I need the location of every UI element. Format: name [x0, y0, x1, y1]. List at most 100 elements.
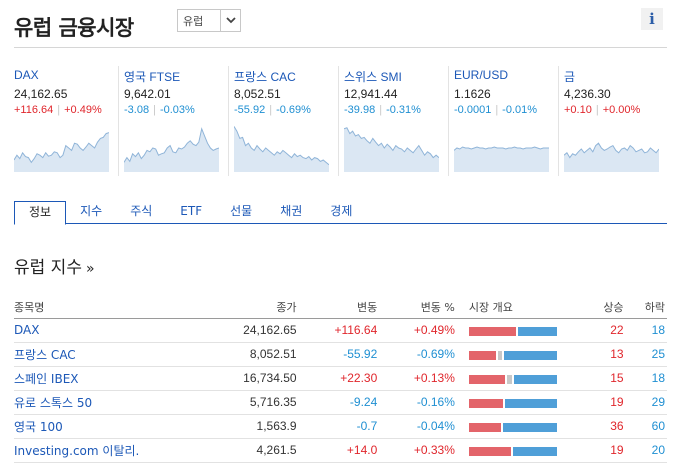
advances-count: 13	[565, 342, 626, 367]
advance-decline-bar	[468, 398, 557, 408]
bar-gap	[502, 350, 505, 360]
advance-segment	[468, 446, 511, 456]
ticker-name[interactable]: 스위스 SMI	[344, 70, 402, 84]
market-overview-cell	[456, 390, 566, 415]
index-change-pct: -0.16%	[379, 390, 457, 415]
ticker-name[interactable]: 금	[564, 70, 576, 84]
bar-gap	[502, 398, 505, 408]
sparkline-line	[344, 127, 439, 159]
bar-gap	[504, 374, 507, 384]
header-change[interactable]: 변동	[298, 297, 380, 319]
ticker-price: 12,941.44	[344, 87, 398, 101]
section-title[interactable]: 유럽 지수»	[14, 253, 95, 278]
ticker-card[interactable]: DAX 24,162.65 +116.64+0.49%	[14, 66, 114, 176]
region-select[interactable]: 유럽	[177, 9, 241, 32]
category-tabs: 정보 지수 주식 ETF 선물 채권 경제	[14, 201, 667, 225]
tab-item[interactable]: ETF	[180, 204, 203, 218]
ticker-card[interactable]: 영국 FTSE 9,642.01 -3.08-0.03%	[118, 66, 224, 176]
ticker-change-pct: +0.00%	[596, 104, 640, 116]
index-last: 24,162.65	[200, 318, 299, 343]
index-name-link[interactable]: DAX	[14, 318, 201, 343]
advance-decline-bar	[468, 446, 557, 456]
advance-segment	[468, 398, 503, 408]
tab-item[interactable]: 정보	[14, 201, 67, 225]
ticker-change: +116.64+0.49%	[14, 104, 102, 116]
ticker-change: -0.0001-0.01%	[454, 104, 537, 116]
ticker-change-value: -3.08	[124, 104, 150, 116]
index-name-link[interactable]: 스페인 IBEX	[14, 366, 201, 391]
index-last: 16,734.50	[200, 366, 299, 391]
chevron-down-icon[interactable]	[220, 10, 240, 31]
market-overview-cell	[456, 318, 566, 343]
double-chevron-right-icon: »	[85, 261, 95, 277]
advances-count: 19	[565, 390, 626, 415]
ticker-name[interactable]: 프랑스 CAC	[234, 70, 296, 84]
index-change-pct: +0.33%	[379, 438, 457, 463]
ticker-change-pct: -0.03%	[153, 104, 195, 116]
table-row: 영국 100 1,563.9 -0.7 -0.04% 36 60	[14, 414, 667, 439]
sparkline-chart	[14, 132, 109, 172]
unchanged-segment	[498, 350, 503, 360]
tab-item[interactable]: 주식	[130, 204, 153, 218]
ticker-change: -39.98-0.31%	[344, 104, 421, 116]
bar-gap	[511, 374, 514, 384]
sparkline-area	[344, 127, 439, 172]
ticker-change-value: -39.98	[344, 104, 376, 116]
ticker-change-pct: +0.49%	[57, 104, 101, 116]
ticker-card[interactable]: EUR/USD 1.1626 -0.0001-0.01%	[448, 66, 554, 176]
market-overview-cell	[456, 414, 566, 439]
tab-item[interactable]: 채권	[280, 204, 303, 218]
advance-segment	[468, 326, 517, 336]
ticker-change: -55.92-0.69%	[234, 104, 311, 116]
sparkline-chart	[564, 142, 659, 172]
ticker-price: 1.1626	[454, 87, 491, 101]
sparkline-area	[14, 132, 109, 172]
index-name-link[interactable]: 영국 100	[14, 414, 201, 439]
ticker-price: 9,642.01	[124, 87, 171, 101]
table-row: Investing.com 이탈리. 4,261.5 +14.0 +0.33% 19 20	[14, 438, 667, 463]
advance-decline-bar	[468, 374, 557, 384]
advance-decline-bar	[468, 326, 557, 336]
index-change: +22.30	[298, 366, 380, 391]
index-name-link[interactable]: 프랑스 CAC	[14, 342, 201, 367]
ticker-change-value: -55.92	[234, 104, 266, 116]
ticker-change-pct: -0.69%	[269, 104, 311, 116]
header-change-pct[interactable]: 변동 %	[379, 297, 457, 319]
declines-count: 25	[625, 342, 667, 367]
ticker-name[interactable]: DAX	[14, 68, 39, 82]
index-name-link[interactable]: 유로 스톡스 50	[14, 390, 201, 415]
header-advances[interactable]: 상승	[565, 297, 626, 319]
header-name[interactable]: 종목명	[14, 297, 201, 319]
market-overview-cell	[456, 342, 566, 367]
info-icon[interactable]: i	[641, 8, 663, 30]
sparkline-chart	[344, 127, 439, 172]
tab-item[interactable]: 선물	[230, 204, 253, 218]
advance-decline-bar	[468, 350, 557, 360]
ticker-name[interactable]: EUR/USD	[454, 68, 509, 82]
bar-gap	[496, 350, 499, 360]
ticker-card[interactable]: 금 4,236.30 +0.10 +0.00%	[558, 66, 664, 176]
table-row: 스페인 IBEX 16,734.50 +22.30 +0.13% 15 18	[14, 366, 667, 391]
ticker-divider	[448, 66, 449, 176]
ticker-card[interactable]: 프랑스 CAC 8,052.51 -55.92-0.69%	[228, 66, 334, 176]
declines-count: 18	[625, 318, 667, 343]
bar-gap	[516, 326, 519, 336]
index-change: -55.92	[298, 342, 380, 367]
ticker-divider	[228, 66, 229, 176]
index-change-pct: +0.13%	[379, 366, 457, 391]
ticker-card[interactable]: 스위스 SMI 12,941.44 -39.98-0.31%	[338, 66, 444, 176]
ticker-name[interactable]: 영국 FTSE	[124, 70, 181, 84]
advances-count: 15	[565, 366, 626, 391]
sparkline-area	[564, 143, 659, 172]
index-name-link[interactable]: Investing.com 이탈리.	[14, 438, 201, 463]
ticker-change-value: +116.64	[14, 104, 54, 116]
advance-segment	[468, 350, 497, 360]
header-last[interactable]: 종가	[200, 297, 299, 319]
tab-item[interactable]: 지수	[80, 204, 103, 218]
ticker-change-value: -0.0001	[454, 104, 492, 116]
index-change: -0.7	[298, 414, 380, 439]
region-select-value: 유럽	[183, 14, 204, 28]
header-declines[interactable]: 하락	[625, 297, 667, 319]
ticker-change: -3.08-0.03%	[124, 104, 195, 116]
tab-item[interactable]: 경제	[330, 204, 353, 218]
